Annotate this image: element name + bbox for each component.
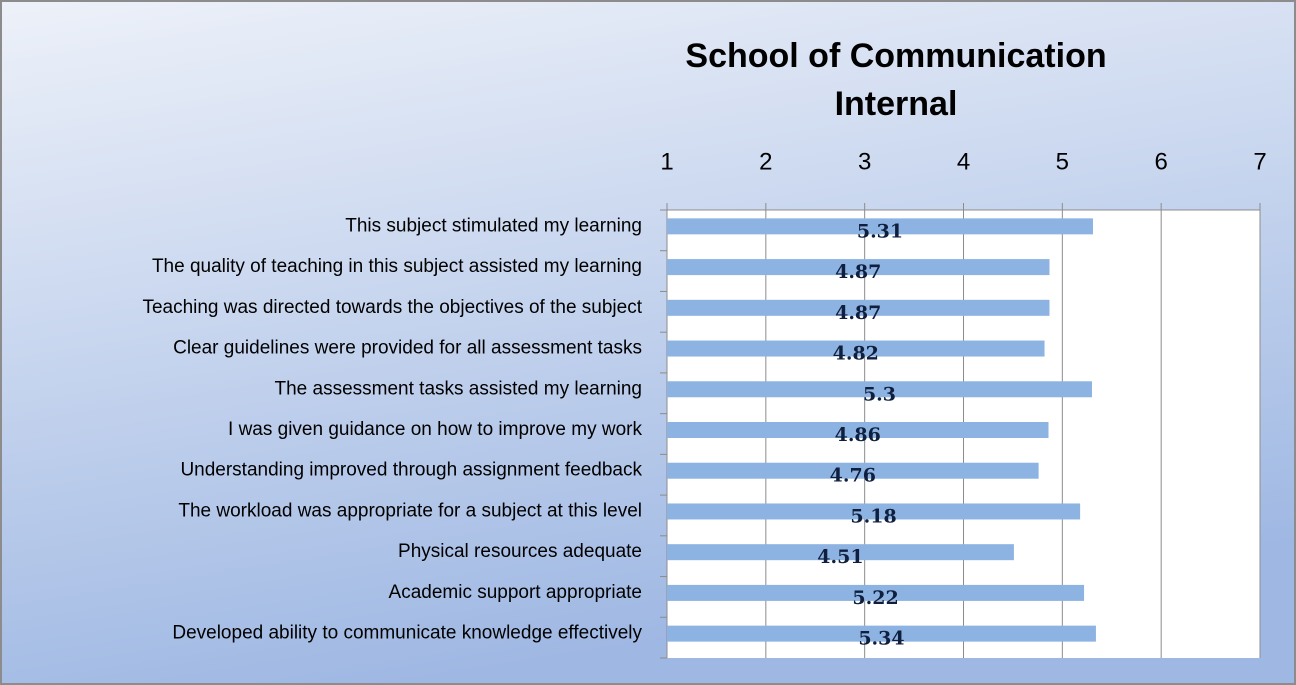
chart-title: Internal <box>835 85 958 123</box>
value-label: 4.76 <box>830 465 876 487</box>
value-label: 5.34 <box>858 628 904 650</box>
bar <box>667 462 1039 479</box>
bar <box>667 299 1050 316</box>
bar <box>667 625 1096 642</box>
y-tick-label: Academic support appropriate <box>389 582 642 603</box>
x-tick-label: 7 <box>1253 148 1266 175</box>
x-tick-label: 2 <box>759 148 772 175</box>
y-tick-label: Teaching was directed towards the object… <box>142 297 642 318</box>
value-label: 4.82 <box>833 343 879 365</box>
bar <box>667 218 1093 235</box>
bar <box>667 584 1085 601</box>
value-label: 5.31 <box>857 220 903 242</box>
y-tick-label: Developed ability to communicate knowled… <box>172 623 642 644</box>
y-tick-label: Understanding improved through assignmen… <box>180 460 642 481</box>
chart-title: School of Communication <box>685 37 1106 75</box>
value-label: 5.3 <box>863 383 896 405</box>
x-tick-label: 1 <box>660 148 673 175</box>
value-label: 5.18 <box>850 505 896 527</box>
bar <box>667 340 1045 357</box>
value-label: 4.51 <box>817 546 863 568</box>
x-tick-label: 4 <box>957 148 970 175</box>
bar <box>667 381 1092 398</box>
x-tick-label: 5 <box>1056 148 1069 175</box>
y-tick-label: The workload was appropriate for a subje… <box>178 500 642 521</box>
x-tick-label: 3 <box>858 148 871 175</box>
bar <box>667 503 1081 520</box>
bar <box>667 544 1014 561</box>
bar <box>667 422 1049 438</box>
value-label: 4.87 <box>835 261 881 283</box>
y-tick-label: Physical resources adequate <box>398 541 642 562</box>
value-label: 4.86 <box>835 424 881 446</box>
y-tick-label: Clear guidelines were provided for all a… <box>173 338 642 359</box>
y-tick-label: This subject stimulated my learning <box>345 215 642 236</box>
value-label: 4.87 <box>835 302 881 324</box>
value-label: 5.22 <box>852 587 898 609</box>
y-tick-label: The assessment tasks assisted my learnin… <box>275 378 643 399</box>
y-tick-label: I was given guidance on how to improve m… <box>228 419 642 440</box>
bar <box>667 259 1050 276</box>
y-tick-label: The quality of teaching in this subject … <box>152 256 642 277</box>
x-tick-label: 6 <box>1154 148 1167 175</box>
